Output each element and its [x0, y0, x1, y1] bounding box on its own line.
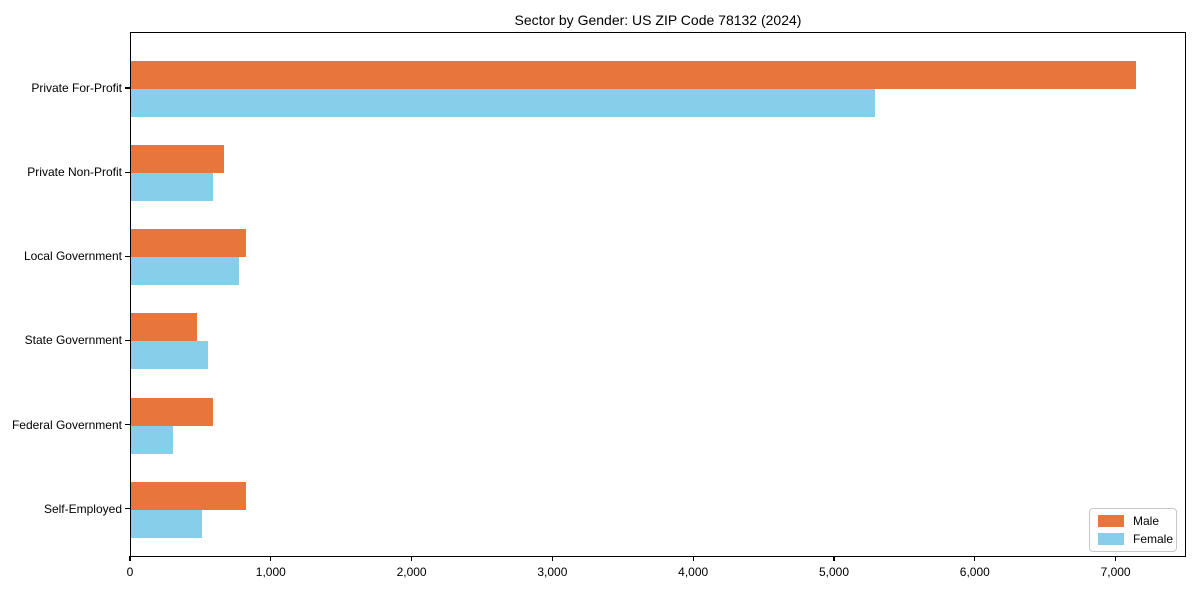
x-tick-label-0: 0: [126, 565, 134, 579]
x-tick-mark: [551, 556, 553, 561]
legend-swatch-male: [1098, 515, 1124, 527]
x-tick-label-2000: 2,000: [396, 565, 427, 579]
bar-male-federal-government: [131, 397, 213, 426]
x-tick-mark: [833, 556, 835, 561]
bar-male-state-government: [131, 313, 197, 342]
y-tick-mark: [125, 339, 130, 341]
bar-female-private-for-profit: [131, 89, 875, 117]
y-tick-mark: [125, 255, 130, 257]
x-tick-label-3000: 3,000: [537, 565, 568, 579]
bar-male-local-government: [131, 229, 246, 258]
x-tick-label-4000: 4,000: [678, 565, 709, 579]
bar-male-self-employed: [131, 481, 246, 510]
bar-female-local-government: [131, 257, 239, 286]
legend-label-female: Female: [1133, 532, 1174, 546]
x-tick-mark: [129, 556, 131, 561]
y-tick-mark: [125, 171, 130, 173]
y-tick-label-local-government: Local Government: [23, 249, 122, 264]
bar-female-federal-government: [131, 425, 173, 454]
legend-label-male: Male: [1133, 514, 1160, 528]
x-tick-mark: [974, 556, 976, 561]
x-tick-label-1000: 1,000: [255, 565, 286, 579]
x-tick-mark: [270, 556, 272, 561]
legend: Male Female: [1089, 508, 1177, 552]
bar-male-private-for-profit: [131, 61, 1136, 89]
x-tick-mark: [1115, 556, 1117, 561]
chart-title: Sector by Gender: US ZIP Code 78132 (202…: [514, 12, 802, 28]
x-tick-label-6000: 6,000: [959, 565, 990, 579]
x-tick-mark: [411, 556, 413, 561]
x-tick-label-7000: 7,000: [1100, 565, 1131, 579]
y-tick-mark: [125, 87, 130, 89]
legend-row-female: Female: [1098, 532, 1173, 546]
bar-female-state-government: [131, 341, 208, 370]
legend-row-male: Male: [1098, 514, 1168, 528]
y-tick-label-federal-government: Federal Government: [11, 417, 122, 432]
x-tick-mark: [692, 556, 694, 561]
y-tick-mark: [125, 508, 130, 510]
y-tick-mark: [125, 423, 130, 426]
bar-male-private-non-profit: [131, 145, 224, 174]
bar-female-self-employed: [131, 509, 202, 538]
x-tick-label-5000: 5,000: [818, 565, 850, 579]
legend-swatch-female: [1098, 533, 1124, 545]
plot-area: [130, 32, 1186, 557]
y-tick-label-private-for-profit: Private For-Profit: [31, 81, 122, 95]
bar-female-private-non-profit: [131, 173, 213, 202]
y-tick-label-self-employed: Self-Employed: [43, 501, 122, 516]
y-tick-label-private-non-profit: Private Non-Profit: [27, 165, 122, 180]
y-tick-label-state-government: State Government: [24, 333, 122, 348]
